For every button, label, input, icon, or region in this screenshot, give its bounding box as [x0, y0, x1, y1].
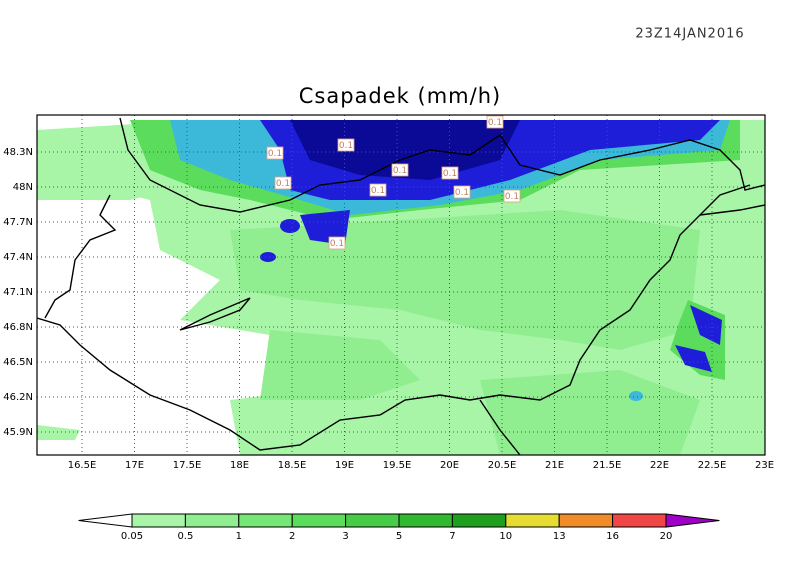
- grid: [37, 115, 765, 455]
- colorbar-label: 7: [449, 531, 455, 542]
- contour-label: 0.1: [330, 239, 344, 249]
- map-frame: [36, 114, 766, 456]
- contour-label: 0.1: [268, 149, 282, 159]
- contour-label: 0.1: [371, 186, 385, 196]
- colorbar-box: [238, 513, 293, 528]
- contour-label-box: [266, 146, 284, 160]
- colorbar-label: 2: [289, 531, 295, 542]
- contour-label: 0.1: [505, 192, 519, 202]
- colorbar-label: 5: [396, 531, 402, 542]
- x-tick-label: 21.5E: [593, 460, 622, 471]
- y-tick-label: 46.8N: [3, 322, 33, 333]
- contour-label: 0.1: [488, 118, 502, 128]
- colorbar-box: [612, 513, 667, 528]
- colorbar-box: [558, 513, 614, 528]
- x-tick-label: 19.5E: [383, 460, 412, 471]
- borders: [37, 117, 765, 455]
- colorbar-box: [345, 513, 400, 528]
- contour-labels: 0.1 0.1 0.1 0.1 0.1 0.1 0.1 0.1 0.1 0.1: [266, 115, 521, 250]
- contour-label: 0.1: [339, 141, 353, 151]
- x-tick-label: 20.5E: [488, 460, 517, 471]
- colorbar-box: [131, 513, 186, 528]
- y-tick-label: 46.5N: [3, 357, 33, 368]
- contour-label-box: [503, 189, 521, 203]
- x-tick-label: 22.5E: [698, 460, 727, 471]
- contour-label-box: [328, 236, 346, 250]
- colorbar-label: 0.5: [177, 531, 193, 542]
- colorbar-box: [451, 513, 507, 528]
- colorbar-label: 10: [499, 531, 512, 542]
- x-tick-label: 17.5E: [173, 460, 202, 471]
- colorbar-label: 13: [553, 531, 566, 542]
- colorbar-label: 3: [342, 531, 348, 542]
- y-tick-label: 48N: [13, 182, 33, 193]
- contour-label: 0.1: [393, 166, 407, 176]
- map-title: Csapadek (mm/h): [299, 84, 501, 108]
- x-tick-label: 20E: [440, 460, 459, 471]
- colorbar: 0.05 0.5 1 2 3 5 7 10 13 16 20: [78, 513, 720, 542]
- colorbar-label: 1: [236, 531, 242, 542]
- contour-label: 0.1: [455, 188, 469, 198]
- x-tick-label: 18.5E: [278, 460, 307, 471]
- y-tick-label: 45.9N: [3, 427, 33, 438]
- contour-label: 0.1: [276, 179, 290, 189]
- contour-label: 0.1: [443, 169, 457, 179]
- x-tick-label: 17E: [125, 460, 144, 471]
- y-tick-label: 47.4N: [3, 252, 33, 263]
- colorbar-box: [505, 513, 560, 528]
- y-tick-label: 46.2N: [3, 392, 33, 403]
- contour-label-box: [337, 138, 355, 152]
- x-tick-label: 18E: [230, 460, 249, 471]
- y-tick-label: 47.1N: [3, 287, 33, 298]
- y-tick-label: 48.3N: [3, 147, 33, 158]
- contour-label-box: [391, 163, 409, 177]
- contour-label-box: [453, 185, 471, 199]
- contour-label-box: [369, 183, 387, 197]
- colorbar-box: [398, 513, 453, 528]
- x-tick-label: 23E: [755, 460, 774, 471]
- y-tick-label: 47.7N: [3, 217, 33, 228]
- colorbar-end: [665, 513, 720, 528]
- contour-label-box: [274, 176, 292, 190]
- x-tick-label: 16.5E: [68, 460, 97, 471]
- colorbar-label: 0.05: [121, 531, 143, 542]
- x-tick-label: 21E: [545, 460, 564, 471]
- contour-label-box: [486, 115, 504, 129]
- x-tick-label: 22E: [650, 460, 669, 471]
- colorbar-label: 16: [606, 531, 619, 542]
- colorbar-label: 20: [660, 531, 673, 542]
- colorbar-end: [78, 513, 133, 528]
- colorbar-box: [184, 513, 240, 528]
- colorbar-box: [291, 513, 347, 528]
- timestamp: 23Z14JAN2016: [635, 27, 744, 42]
- x-tick-label: 19E: [335, 460, 354, 471]
- contour-label-box: [441, 166, 459, 180]
